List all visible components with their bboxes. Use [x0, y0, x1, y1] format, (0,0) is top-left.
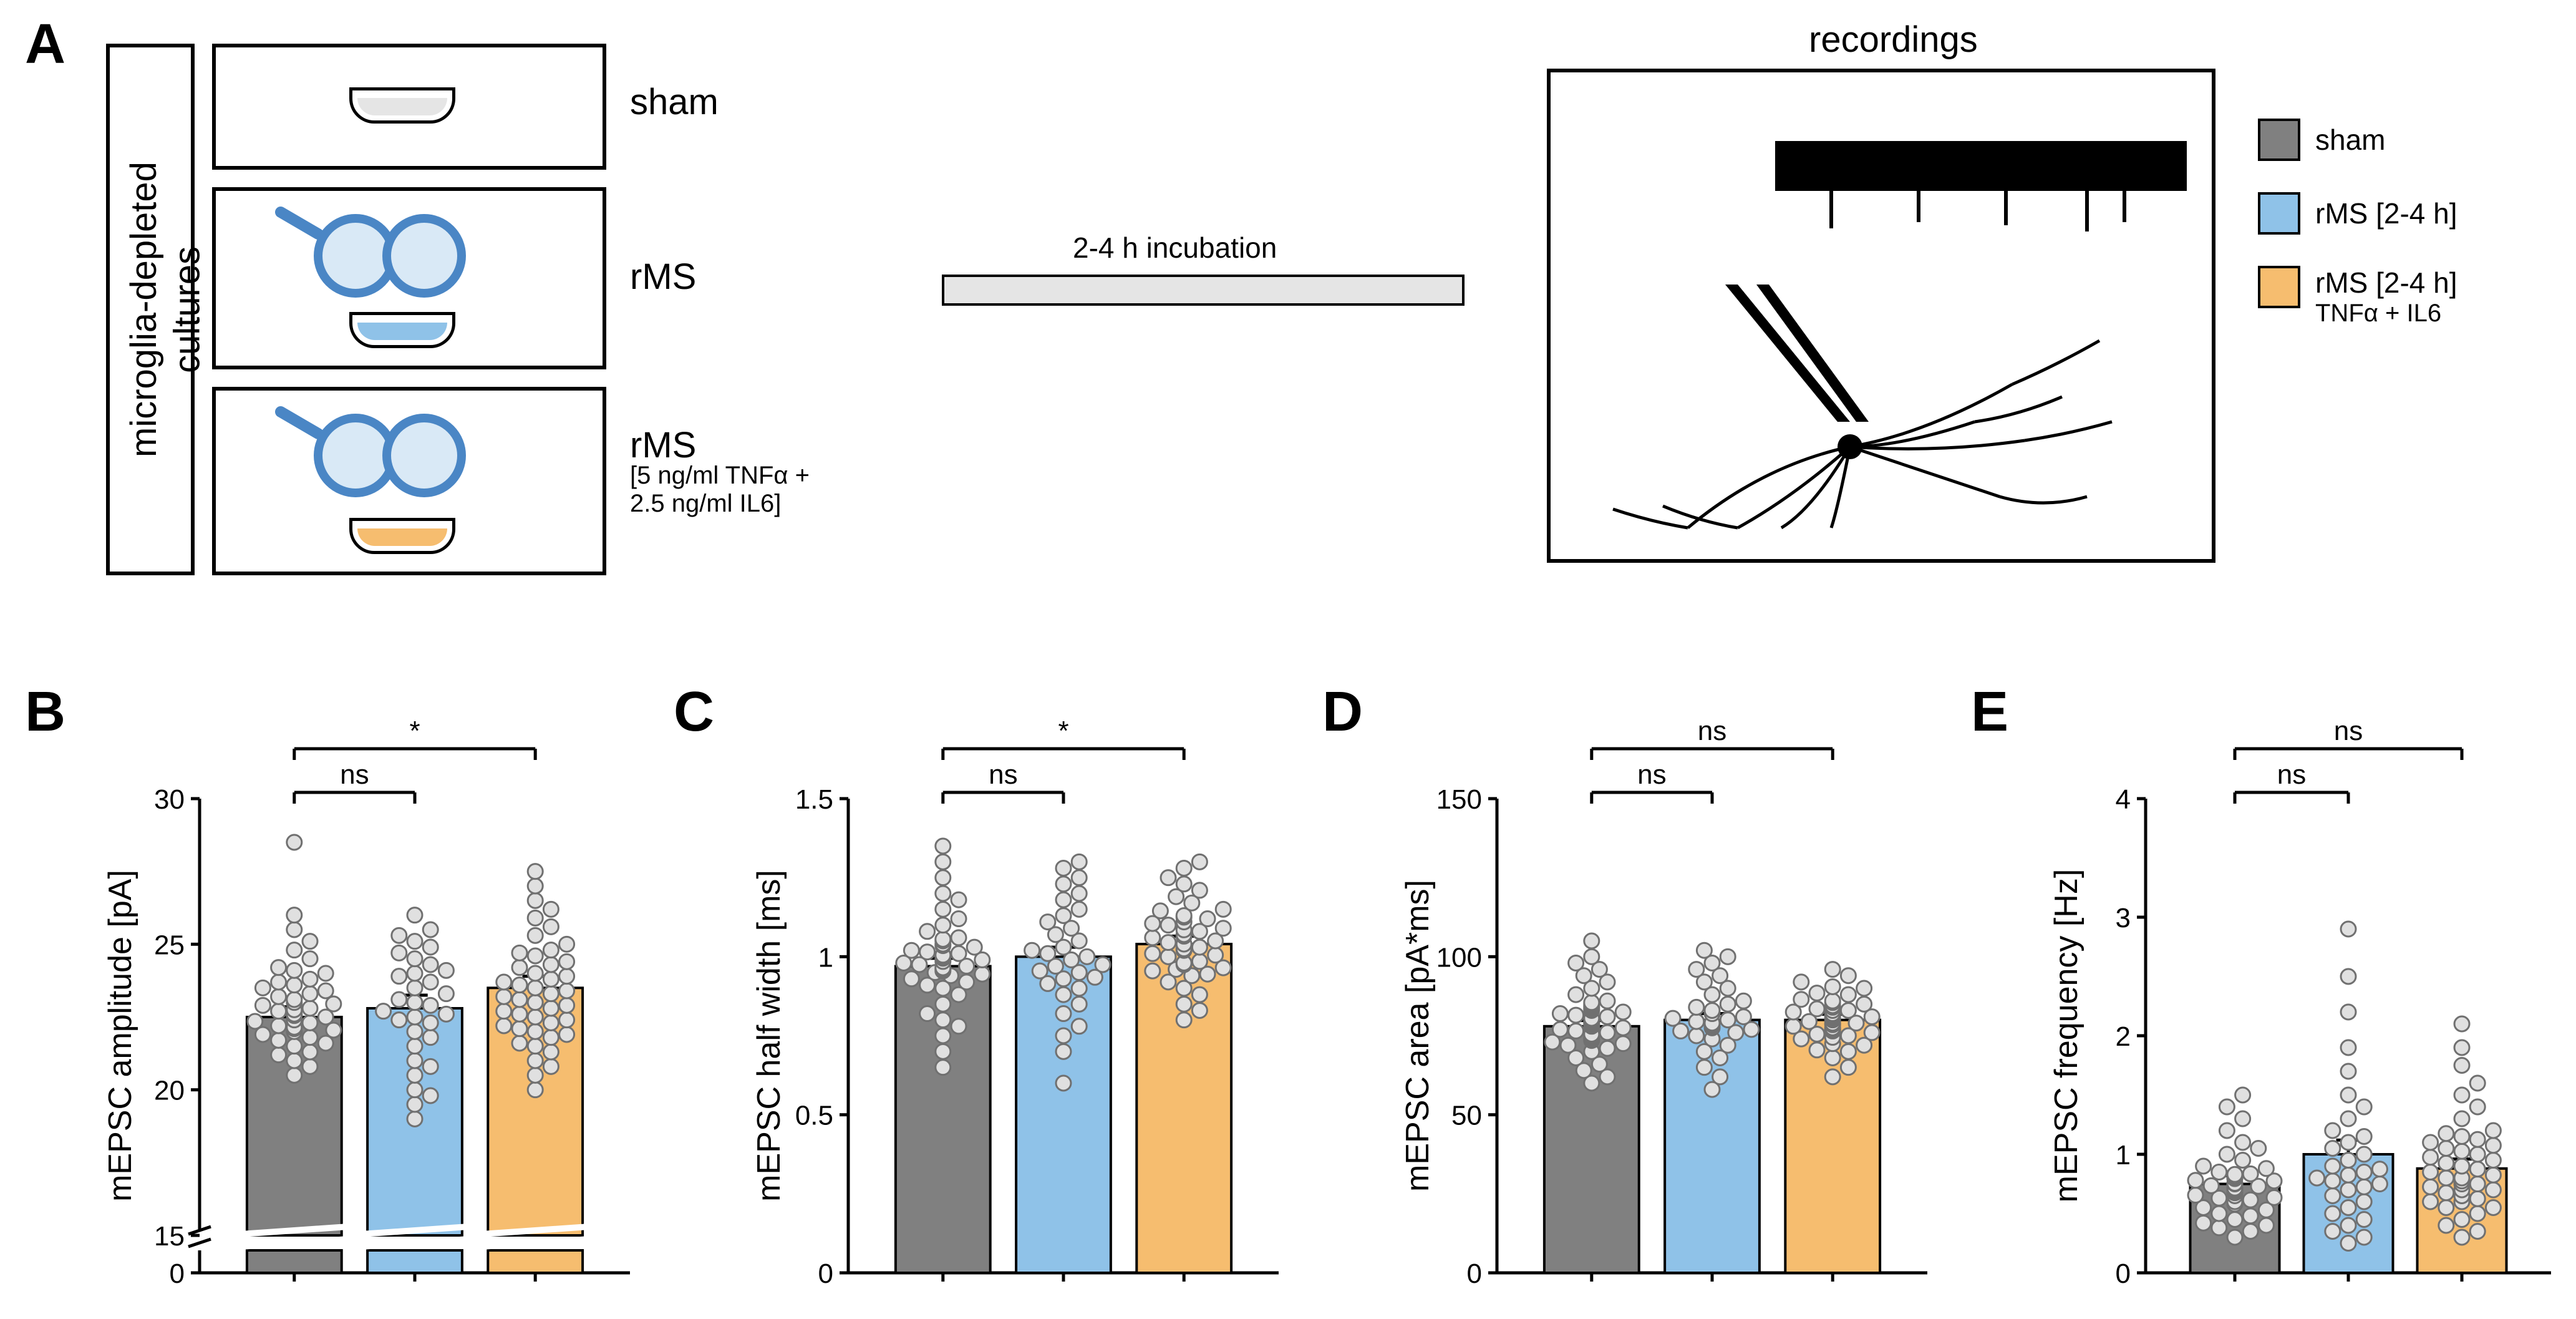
panel-letter-a: A [25, 12, 65, 77]
cond-label-rmsil: rMS [630, 424, 696, 466]
svg-text:30: 30 [154, 784, 185, 815]
svg-text:1: 1 [2116, 1140, 2131, 1171]
legend-swatch-sham [2258, 119, 2300, 161]
legend-swatch-rmsil [2258, 266, 2300, 308]
trace-icon [1775, 97, 2187, 235]
svg-text:ns: ns [2334, 716, 2363, 746]
svg-text:*: * [1058, 716, 1068, 746]
cond-label-sham: sham [630, 81, 719, 123]
legend-swatch-rms [2258, 192, 2300, 235]
svg-text:0: 0 [170, 1258, 185, 1289]
panel-letter-c: C [674, 680, 714, 744]
coil-icon [268, 399, 493, 512]
svg-text:mEPSC amplitude [pA]: mEPSC amplitude [pA] [106, 870, 138, 1202]
panelA-side-label: microglia-depleted cultures [122, 79, 178, 540]
svg-text:0: 0 [1467, 1258, 1482, 1289]
legend: sham rMS [2-4 h] rMS [2-4 h] TNFα + IL6 [2258, 119, 2457, 328]
svg-text:20: 20 [154, 1076, 185, 1106]
svg-text:*: * [409, 716, 420, 746]
svg-text:ns: ns [340, 759, 369, 790]
svg-text:25: 25 [154, 930, 185, 960]
panel-letter-d: D [1322, 680, 1363, 744]
svg-text:1: 1 [818, 942, 833, 973]
svg-text:3: 3 [2116, 903, 2131, 933]
panelA-side-box: microglia-depleted cultures [106, 44, 195, 575]
dish-rmsil [349, 518, 455, 554]
svg-text:ns: ns [1637, 759, 1666, 790]
legend-label: sham [2315, 123, 2385, 157]
incubation-bar [942, 275, 1465, 306]
incubation-label: 2-4 h incubation [1073, 231, 1277, 265]
recordings-box [1547, 69, 2215, 563]
svg-text:ns: ns [989, 759, 1017, 790]
svg-text:mEPSC half width [ms]: mEPSC half width [ms] [755, 870, 787, 1202]
chart-halfwidth: 0 0.5 1 1.5 mEPSC half width [ms] ns * [755, 705, 1291, 1304]
chart-area: 0 50 100 150 mEPSC area [pA*ms] ns ns [1403, 705, 1940, 1304]
svg-text:0.5: 0.5 [795, 1101, 833, 1131]
dish-sham [349, 87, 455, 124]
neuron-icon [1576, 260, 2137, 534]
legend-label: rMS [2-4 h] [2315, 197, 2457, 230]
coil-icon [268, 200, 493, 312]
svg-text:2: 2 [2116, 1021, 2131, 1052]
recordings-title: recordings [1809, 19, 1978, 61]
figure: A microglia-depleted cultures sham rMS [0, 0, 2576, 1319]
svg-text:15: 15 [154, 1221, 185, 1252]
svg-text:0: 0 [818, 1258, 833, 1289]
chart-amplitude: 15 20 25 30 0 mEPSC amplitude [pA] ns * [106, 705, 642, 1304]
svg-text:mEPSC area [pA*ms]: mEPSC area [pA*ms] [1403, 880, 1436, 1192]
legend-sublabel: TNFα + IL6 [2315, 299, 2457, 328]
panel-letter-e: E [1971, 680, 2008, 744]
svg-text:0: 0 [2116, 1258, 2131, 1289]
cond-sublabel-rmsil: [5 ng/ml TNFα + 2.5 ng/ml IL6] [630, 462, 810, 518]
svg-text:4: 4 [2116, 784, 2131, 815]
svg-text:1.5: 1.5 [795, 784, 833, 815]
cond-label-rms: rMS [630, 256, 696, 298]
legend-label: rMS [2-4 h] [2315, 266, 2457, 299]
svg-text:150: 150 [1436, 784, 1482, 815]
svg-text:ns: ns [2277, 759, 2306, 790]
svg-text:50: 50 [1451, 1101, 1482, 1131]
panel-letter-b: B [25, 680, 65, 744]
dish-rms [349, 312, 455, 348]
svg-text:ns: ns [1698, 716, 1726, 746]
chart-frequency: 0 1 2 3 4 mEPSC frequency [Hz] nsns [2052, 705, 2564, 1304]
svg-text:mEPSC frequency [Hz]: mEPSC frequency [Hz] [2052, 869, 2085, 1203]
svg-text:100: 100 [1436, 942, 1482, 973]
